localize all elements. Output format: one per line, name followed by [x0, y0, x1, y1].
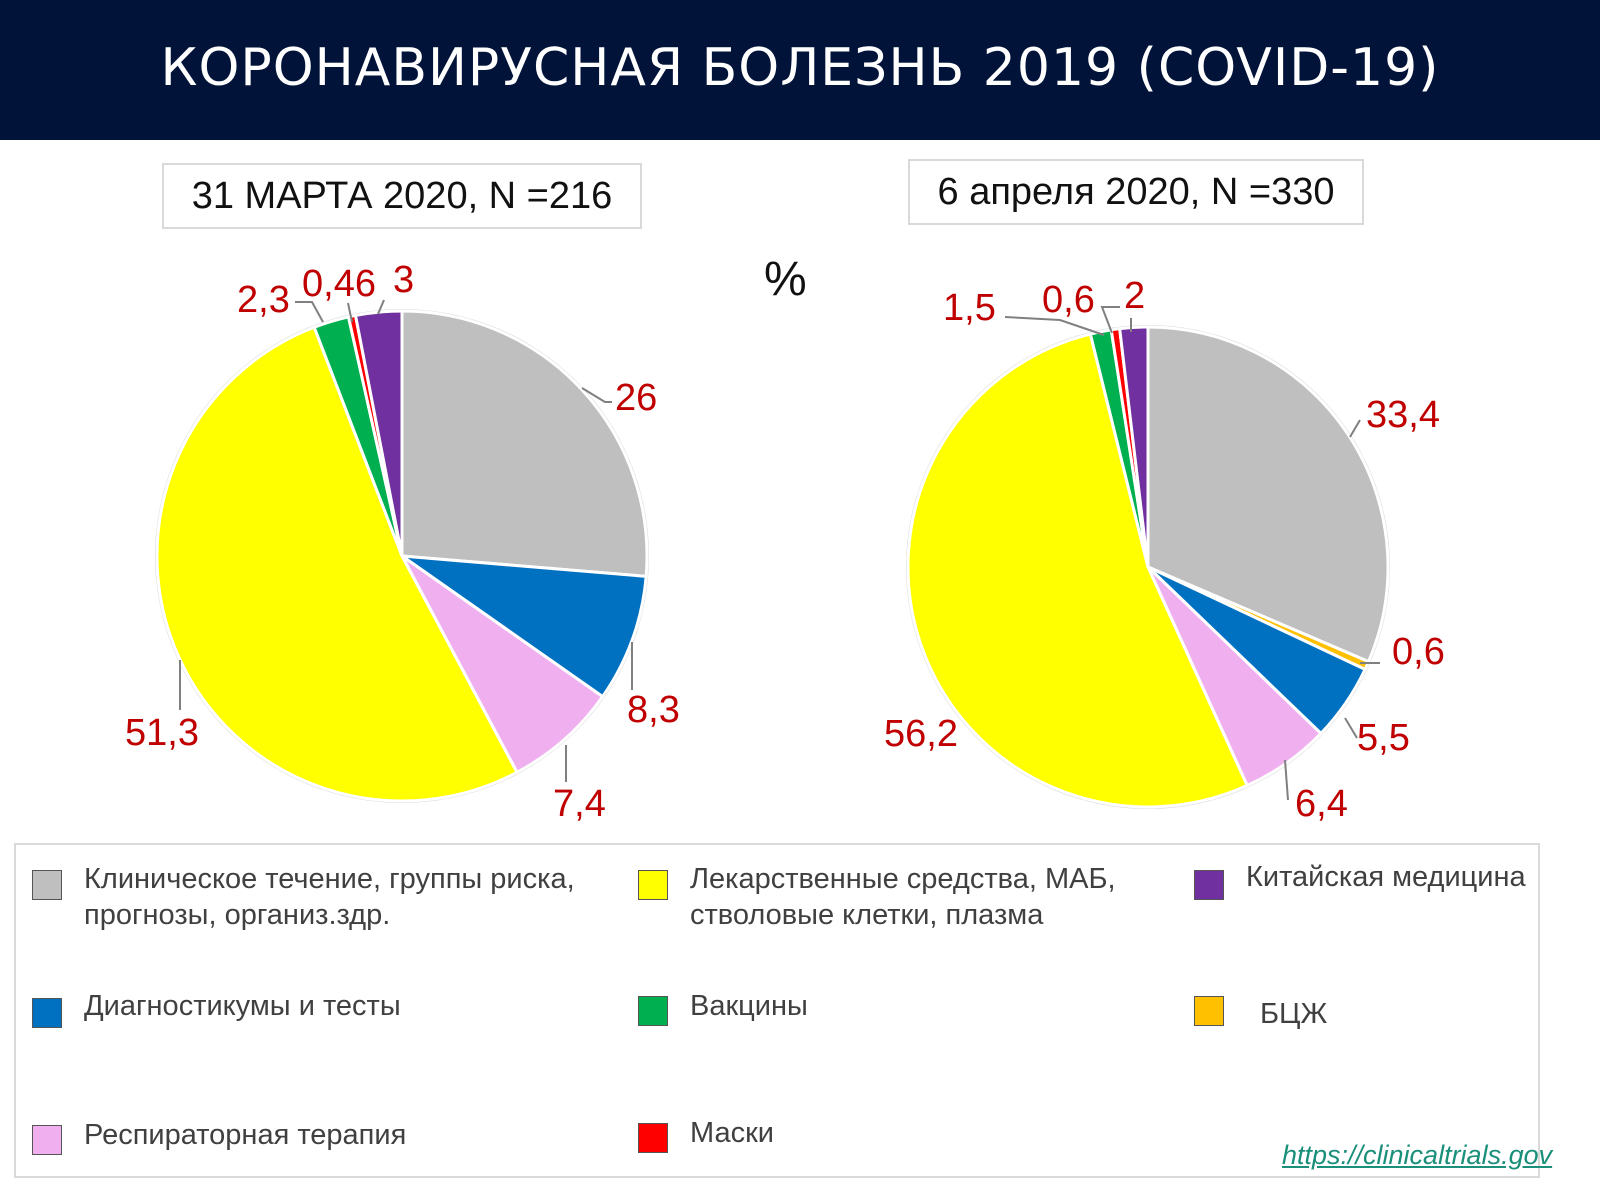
legend-label-chinese: Китайская медицина — [1246, 861, 1526, 893]
data-label-april-vaccines: 1,5 — [943, 287, 996, 329]
leader-line-april-masks — [1100, 306, 1120, 334]
legend-label-respiratory: Респираторная терапия — [84, 1119, 407, 1151]
legend-label-drugs: Лекарственные средства, МАБ, стволовые к… — [690, 863, 1116, 931]
data-label-april-drugs: 56,2 — [884, 713, 958, 755]
data-label-march-chinese: 3 — [393, 259, 414, 301]
legend-label-masks: Маски — [690, 1117, 774, 1149]
leader-line-march-chinese — [377, 299, 385, 315]
data-label-march-diagnostics: 8,3 — [627, 689, 680, 731]
leader-line-april-respiratory — [1284, 759, 1289, 801]
unit-label: % — [764, 253, 807, 306]
data-label-april-clinical: 33,4 — [1366, 394, 1440, 436]
pie-march: 26 8,3 7,4 51,3 2,3 0,46 3 — [125, 259, 680, 825]
chart-title-april: 6 апреля 2020, N =330 — [908, 159, 1364, 225]
pie-charts: 26 8,3 7,4 51,3 2,3 0,46 3 33,4 0,6 5,56,4 56,2 1,5… — [125, 259, 1445, 825]
slice-april-clinical — [1146, 325, 1390, 664]
chart-title-march: 31 МАРТА 2020, N =216 — [162, 163, 642, 229]
leader-line-march-masks — [347, 302, 353, 323]
data-label-march-masks: 0,46 — [302, 263, 376, 305]
legend-label-vaccines: Вакцины — [690, 990, 808, 1022]
leader-line-april-diagnostics — [1344, 717, 1358, 739]
data-label-april-chinese: 2 — [1124, 275, 1145, 317]
slice-march-drugs — [155, 325, 520, 803]
data-label-march-vaccines: 2,3 — [237, 279, 290, 321]
slice-april-drugs — [906, 332, 1250, 809]
legend-swatch-masks — [638, 1123, 668, 1153]
legend-swatch-bcg — [1194, 996, 1224, 1026]
legend-label-diagnostics: Диагностикумы и тесты — [84, 990, 401, 1022]
legend-swatch-vaccines — [638, 996, 668, 1026]
data-label-march-respiratory: 7,4 — [553, 783, 606, 825]
leader-line-april-vaccines — [1004, 316, 1105, 336]
legend-swatch-drugs — [638, 870, 668, 900]
legend-swatch-diagnostics — [32, 998, 62, 1028]
legend-swatch-clinical — [32, 870, 62, 900]
leader-line-march-vaccines — [295, 301, 324, 323]
data-label-april-diagnostics: 5,5 — [1357, 717, 1410, 759]
legend-label-clinical: Клиническое течение, группы риска, прогн… — [84, 863, 575, 931]
legend-swatch-chinese — [1194, 870, 1224, 900]
data-label-march-drugs: 51,3 — [125, 712, 199, 754]
leader-line-april-clinical — [1349, 419, 1361, 438]
slice-march-clinical — [400, 309, 649, 579]
pie-april: 33,4 0,6 5,56,4 56,2 1,5 0,6 2 — [884, 275, 1445, 825]
header: КОРОНАВИРУСНАЯ БОЛЕЗНЬ 2019 (COVID-19) — [0, 0, 1600, 140]
legend-label-bcg: БЦЖ — [1260, 998, 1328, 1030]
data-label-march-clinical: 26 — [615, 377, 657, 419]
data-label-april-bcg: 0,6 — [1392, 631, 1445, 673]
slice-march-respiratory — [400, 554, 605, 775]
source-link[interactable]: https://clinicaltrials.gov — [1282, 1140, 1553, 1170]
slice-march-diagnostics — [396, 554, 648, 699]
legend: Клиническое течение, группы риска, прогн… — [14, 843, 1540, 1178]
legend-swatch-respiratory — [32, 1125, 62, 1155]
data-label-april-respiratory: 6,4 — [1295, 783, 1348, 825]
leader-line-march-clinical — [581, 387, 612, 403]
slice-april-chinese — [1118, 325, 1150, 568]
data-label-april-masks: 0,6 — [1042, 279, 1095, 321]
page-title: КОРОНАВИРУСНАЯ БОЛЕЗНЬ 2019 (COVID-19) — [160, 38, 1440, 98]
